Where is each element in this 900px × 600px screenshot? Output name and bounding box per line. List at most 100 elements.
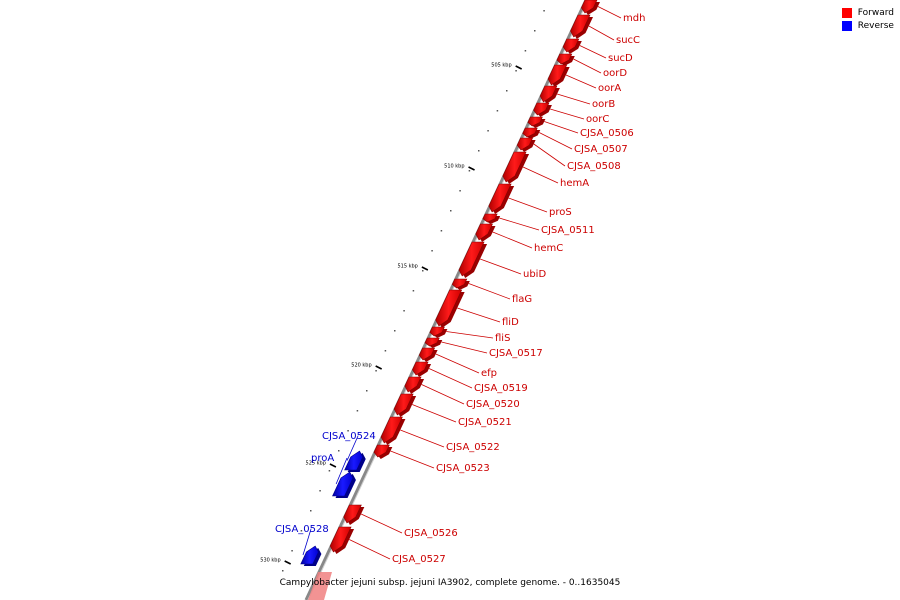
gene-cjsa-0524[interactable] bbox=[344, 450, 364, 471]
gene-label-cjsa-0526: CJSA_0526 bbox=[404, 528, 458, 539]
gene-hema[interactable] bbox=[502, 151, 527, 183]
tick-label: 530 kbp bbox=[260, 558, 280, 564]
gene-cjsa-0527[interactable] bbox=[329, 526, 352, 553]
leader-line bbox=[302, 528, 312, 556]
leader-line bbox=[508, 197, 548, 213]
gene-cjsa-0523[interactable] bbox=[373, 444, 390, 458]
gene-label-hemc: hemC bbox=[534, 243, 563, 254]
leader-line bbox=[579, 45, 607, 59]
minor-tick bbox=[524, 50, 527, 52]
gene-label-oord: oorD bbox=[603, 68, 627, 79]
gene-ubid[interactable] bbox=[458, 241, 485, 277]
leader-line bbox=[400, 429, 445, 448]
leader-line bbox=[457, 307, 501, 323]
tick-label: 515 kbp bbox=[397, 264, 417, 270]
gene-cjsa-0517[interactable] bbox=[424, 337, 440, 347]
gene-label-cjsa-0520: CJSA_0520 bbox=[466, 399, 520, 410]
tick-label: 525 kbp bbox=[306, 461, 326, 467]
minor-tick bbox=[347, 430, 349, 432]
minor-tick bbox=[375, 370, 377, 372]
gene-oorc[interactable] bbox=[533, 102, 550, 116]
gene-cjsa-0519[interactable] bbox=[412, 361, 429, 376]
gene-cjsa-0528[interactable] bbox=[300, 545, 319, 565]
minor-tick bbox=[412, 290, 415, 292]
gene-flis[interactable] bbox=[429, 326, 445, 337]
gene-cjsa-0526[interactable] bbox=[343, 504, 362, 524]
gene-label-proa: proA bbox=[311, 453, 334, 464]
gene-label-cjsa-0521: CJSA_0521 bbox=[458, 417, 512, 428]
minor-tick bbox=[291, 550, 293, 552]
gene-oora[interactable] bbox=[547, 64, 568, 86]
gene-pros[interactable] bbox=[488, 183, 512, 213]
gene-label-succ: sucC bbox=[616, 35, 640, 46]
minor-tick bbox=[459, 190, 461, 192]
gene-cjsa-0508[interactable] bbox=[516, 137, 534, 151]
tick-label: 520 kbp bbox=[351, 363, 371, 369]
minor-tick bbox=[310, 510, 312, 512]
leader-line bbox=[557, 93, 591, 105]
gene-cjsa-0507[interactable] bbox=[522, 127, 538, 138]
minor-tick bbox=[515, 70, 517, 72]
minor-tick bbox=[431, 250, 433, 252]
minor-tick bbox=[440, 230, 443, 232]
gene-label-cjsa-0506: CJSA_0506 bbox=[580, 128, 634, 139]
gene-oorb[interactable] bbox=[539, 85, 558, 103]
gene-flag[interactable] bbox=[451, 278, 468, 289]
major-tick bbox=[468, 166, 475, 171]
minor-tick bbox=[394, 330, 396, 332]
legend-reverse-label: Reverse bbox=[857, 21, 894, 31]
leader-line bbox=[428, 368, 473, 389]
major-tick bbox=[329, 463, 337, 468]
tick-label: 510 kbp bbox=[444, 164, 464, 170]
major-tick bbox=[515, 65, 523, 70]
legend-forward-label: Forward bbox=[857, 8, 894, 18]
gene-cjsa-0521[interactable] bbox=[393, 393, 414, 416]
major-ticks: 505 kbp 510 kbp 515 kbp 520 kbp 525 kbp 530 k… bbox=[260, 63, 523, 565]
gene-label-oorc: oorC bbox=[586, 114, 609, 125]
leader-line bbox=[468, 283, 511, 300]
gene-hemc[interactable] bbox=[475, 223, 493, 241]
leader-line bbox=[544, 121, 579, 134]
leader-line bbox=[565, 74, 597, 89]
leader-line bbox=[421, 384, 465, 405]
leader-line bbox=[479, 258, 522, 275]
genome-caption: Campylobacter jejuni subsp. jejuni IA390… bbox=[279, 578, 621, 588]
gene-cjsa-0522[interactable] bbox=[380, 416, 403, 444]
minor-tick bbox=[356, 410, 359, 412]
major-tick bbox=[375, 365, 383, 370]
gene-cjsa-0506[interactable] bbox=[527, 116, 543, 127]
gene-label-cjsa-0511: CJSA_0511 bbox=[541, 225, 595, 236]
minor-tick bbox=[468, 170, 471, 172]
gene-cjsa-0520[interactable] bbox=[404, 376, 422, 393]
gene-label-cjsa-0528: CJSA_0528 bbox=[275, 524, 329, 535]
minor-ticks bbox=[282, 10, 545, 572]
gene-oord[interactable] bbox=[556, 53, 573, 65]
gene-succ[interactable] bbox=[570, 14, 591, 38]
legend: Forward Reverse bbox=[841, 8, 894, 34]
gene-label-mdh: mdh bbox=[623, 13, 645, 24]
gene-proa[interactable] bbox=[332, 471, 354, 497]
leader-line bbox=[360, 513, 403, 534]
leader-line bbox=[446, 331, 494, 339]
gene-label-oorb: oorB bbox=[592, 99, 615, 110]
gene-label-pros: proS bbox=[549, 207, 572, 218]
gene-mdh[interactable] bbox=[581, 0, 598, 14]
gene-efp[interactable] bbox=[418, 347, 436, 361]
gene-sucd[interactable] bbox=[562, 38, 580, 53]
gene-label-cjsa-0517: CJSA_0517 bbox=[489, 348, 543, 359]
minor-tick bbox=[478, 150, 480, 152]
leader-line bbox=[597, 6, 622, 19]
leader-line bbox=[441, 341, 488, 354]
minor-tick bbox=[543, 10, 545, 12]
minor-tick bbox=[496, 110, 499, 112]
gene-partial-bottom bbox=[308, 572, 332, 600]
legend-reverse-swatch bbox=[841, 21, 852, 31]
gene-flid[interactable] bbox=[435, 289, 463, 327]
gene-cjsa-0511[interactable] bbox=[482, 213, 498, 223]
leader-line bbox=[538, 132, 573, 150]
gene-label-efp: efp bbox=[481, 368, 497, 379]
gene-label-ubid: ubiD bbox=[523, 269, 546, 280]
major-tick bbox=[421, 266, 429, 271]
gene-label-oora: oorA bbox=[598, 83, 621, 94]
